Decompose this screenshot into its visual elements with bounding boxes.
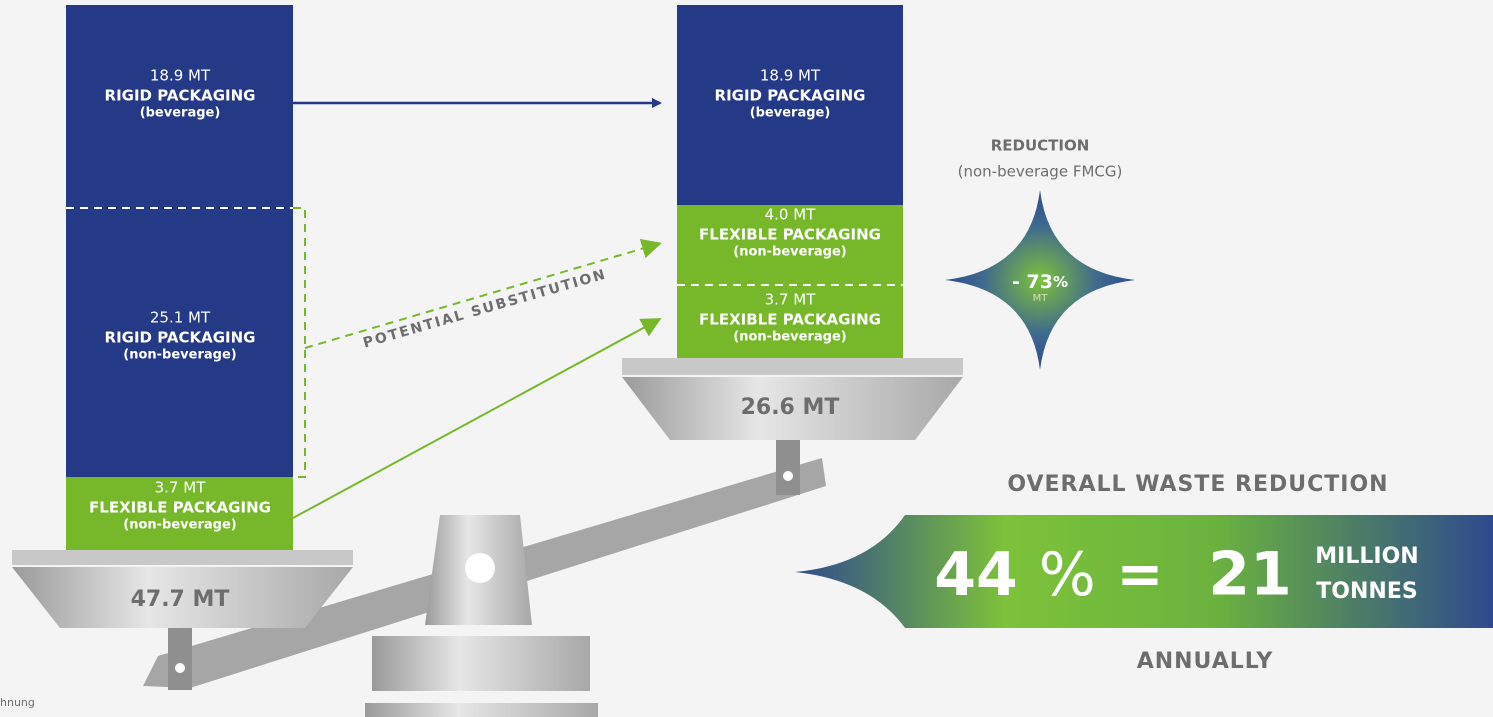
block-text: 18.9 MT (760, 67, 821, 85)
block-text: (non-beverage) (123, 518, 236, 533)
block-text: RIGID PACKAGING (105, 87, 256, 105)
block-text: (non-beverage) (123, 348, 236, 363)
substitution-label: POTENTIAL SUBSTITUTION (361, 266, 608, 351)
infographic: POTENTIAL SUBSTITUTION 18.9 MT RIGID PACK… (0, 0, 1493, 717)
unit: TONNES (1316, 579, 1417, 604)
block-text: 25.1 MT (150, 309, 211, 327)
block-text: (beverage) (140, 106, 221, 121)
block-text: FLEXIBLE PACKAGING (699, 311, 881, 329)
equals: = (1117, 542, 1164, 607)
overall-title: OVERALL WASTE REDUCTION (1007, 472, 1388, 497)
block-text: FLEXIBLE PACKAGING (89, 499, 271, 517)
block-text: (non-beverage) (733, 330, 846, 345)
block-text: FLEXIBLE PACKAGING (699, 226, 881, 244)
reduction-sub: (non-beverage FMCG) (958, 163, 1123, 181)
percent: 44 % (934, 540, 1095, 610)
block-text: (beverage) (750, 106, 831, 121)
block-text: 3.7 MT (155, 479, 207, 497)
reduction-value: - 73% (1012, 271, 1068, 293)
block-text: (non-beverage) (733, 245, 846, 260)
block-text: RIGID PACKAGING (105, 329, 256, 347)
amount: 21 (1208, 540, 1292, 610)
total: 26.6 MT (741, 395, 840, 420)
block-text: 18.9 MT (150, 67, 211, 85)
unit: MILLION (1315, 544, 1418, 569)
block-text: RIGID PACKAGING (715, 87, 866, 105)
footer: ANNUALLY (1137, 649, 1274, 674)
block-text: 3.7 MT (765, 291, 817, 309)
block-text: 4.0 MT (765, 206, 817, 224)
reduction-title: REDUCTION (991, 137, 1090, 155)
reduction-unit: MT (1033, 293, 1049, 304)
source: hnung (0, 696, 35, 709)
total: 47.7 MT (131, 587, 230, 612)
